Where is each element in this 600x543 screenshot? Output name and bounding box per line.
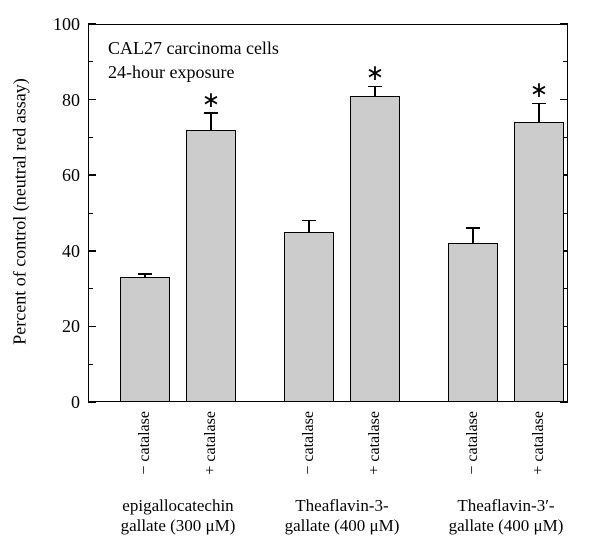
bar xyxy=(514,122,564,402)
y-tick-minor xyxy=(88,213,93,214)
y-tick-label: 100 xyxy=(44,14,80,35)
group-label-line2: gallate (400 μM) xyxy=(262,516,422,536)
group-label-line2: gallate (400 μM) xyxy=(426,516,586,536)
y-tick-label: 0 xyxy=(44,392,80,413)
significance-marker: ∗ xyxy=(201,87,221,113)
y-tick-major xyxy=(560,99,568,101)
y-tick-minor xyxy=(563,61,568,62)
y-tick-minor xyxy=(88,137,93,138)
bar xyxy=(120,277,170,402)
error-bar-cap xyxy=(138,273,152,275)
significance-marker: ∗ xyxy=(529,77,549,103)
y-tick-minor xyxy=(88,364,93,365)
condition-label: − catalase xyxy=(464,411,482,501)
y-tick-major xyxy=(560,23,568,25)
bar xyxy=(448,243,498,402)
bar-chart: Percent of control (neutral red assay) C… xyxy=(0,0,600,543)
bar xyxy=(284,232,334,402)
error-bar xyxy=(472,228,474,243)
y-axis-title: Percent of control (neutral red assay) xyxy=(10,62,31,362)
y-tick-major xyxy=(88,23,96,25)
error-bar xyxy=(210,113,212,130)
y-tick-label: 80 xyxy=(44,90,80,111)
group-label-line1: Theaflavin-3′- xyxy=(426,496,586,516)
y-tick-major xyxy=(88,99,96,101)
condition-label: + catalase xyxy=(366,411,384,501)
bar xyxy=(350,96,400,402)
bar xyxy=(186,130,236,402)
y-tick-minor xyxy=(88,61,93,62)
condition-label: + catalase xyxy=(202,411,220,501)
y-tick-label: 20 xyxy=(44,316,80,337)
group-label-line2: gallate (300 μM) xyxy=(98,516,258,536)
error-bar-cap xyxy=(302,220,316,222)
condition-label: − catalase xyxy=(136,411,154,501)
y-tick-minor xyxy=(88,288,93,289)
group-label-line1: epigallocatechin xyxy=(98,496,258,516)
error-bar-cap xyxy=(466,227,480,229)
inset-text-line1: CAL27 carcinoma cells xyxy=(108,38,279,59)
y-tick-label: 60 xyxy=(44,165,80,186)
y-tick-label: 40 xyxy=(44,241,80,262)
group-label-line1: Theaflavin-3- xyxy=(262,496,422,516)
condition-label: − catalase xyxy=(300,411,318,501)
y-tick-major xyxy=(88,401,96,403)
significance-marker: ∗ xyxy=(365,60,385,86)
error-bar xyxy=(374,86,376,95)
y-tick-major xyxy=(88,250,96,252)
y-tick-major xyxy=(88,174,96,176)
y-tick-major xyxy=(88,326,96,328)
error-bar xyxy=(538,103,540,122)
condition-label: + catalase xyxy=(530,411,548,501)
error-bar xyxy=(308,221,310,232)
inset-text-line2: 24-hour exposure xyxy=(108,62,234,83)
